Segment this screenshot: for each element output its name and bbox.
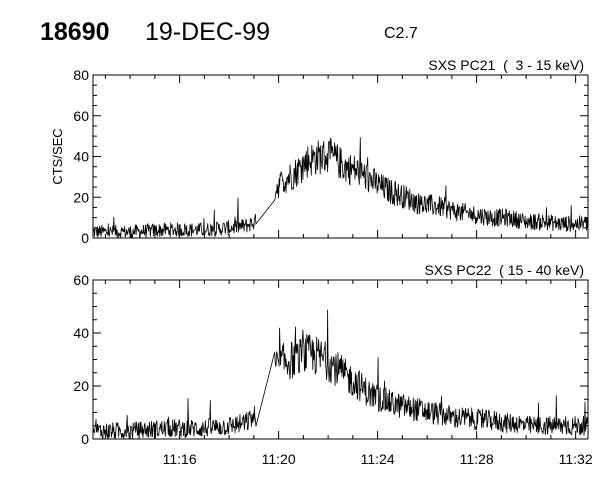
y-tick-label: 0	[81, 230, 89, 246]
y-tick-label: 40	[73, 325, 89, 341]
panel-2: 0 20 40 60 11:16 11:20 11:24 11:28 11:32 SXS PC22…	[73, 262, 592, 467]
x-tick-label: 11:28	[460, 451, 494, 467]
y-tick-label: 20	[73, 378, 89, 394]
y-axis-label: CTS/SEC	[50, 128, 65, 184]
y-tick-label: 60	[73, 272, 89, 288]
event-date: 19-DEC-99	[145, 18, 271, 46]
event-id: 18690	[40, 18, 110, 46]
y-tick-label: 80	[73, 67, 89, 83]
series-line-1	[92, 136, 589, 239]
flare-class: C2.7	[384, 25, 418, 42]
x-tick-label: 11:24	[361, 451, 395, 467]
series-line-1	[92, 309, 589, 440]
panel-1: 0 20 40 60 80 SXS PC21 ( 3 - 15 keV) CTS/SEC	[50, 57, 589, 246]
y-tick-label: 60	[73, 108, 89, 124]
y-tick-label: 0	[81, 431, 89, 447]
y-tick-label: 40	[73, 149, 89, 165]
y-tick-label: 20	[73, 189, 89, 205]
panel-title: SXS PC21 ( 3 - 15 keV)	[428, 57, 584, 73]
x-tick-label: 11:16	[163, 451, 197, 467]
x-tick-label: 11:20	[262, 451, 296, 467]
x-tick-label: 11:32	[559, 451, 593, 467]
panel-title: SXS PC22 ( 15 - 40 keV)	[424, 262, 584, 278]
